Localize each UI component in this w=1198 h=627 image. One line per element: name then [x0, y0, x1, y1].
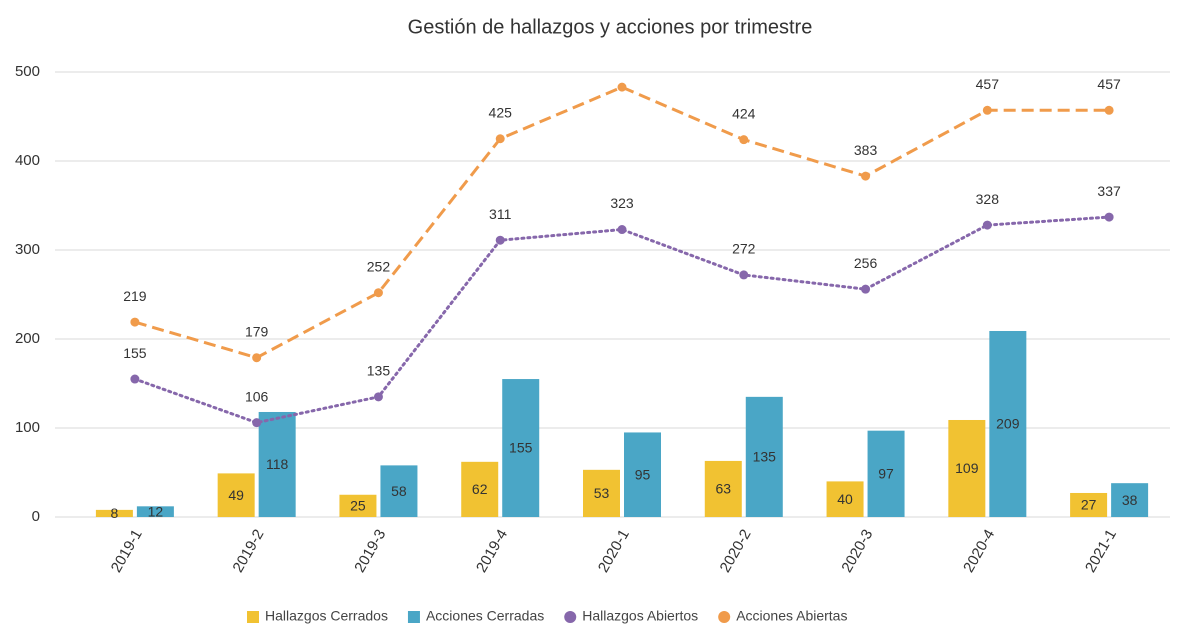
data-label: 97	[878, 466, 894, 482]
data-label: 383	[854, 142, 878, 158]
bar	[258, 411, 296, 517]
data-label: 155	[509, 440, 533, 456]
data-label: 106	[245, 388, 269, 404]
bar	[95, 509, 133, 517]
point	[252, 418, 262, 428]
bar	[502, 379, 540, 517]
bar	[339, 494, 377, 517]
legend-swatch	[718, 611, 731, 623]
point	[617, 82, 627, 92]
x-tick-label: 2021-1	[1082, 526, 1120, 575]
data-label: 155	[123, 345, 147, 361]
data-label: 424	[732, 105, 756, 121]
y-tick-label: 400	[15, 152, 40, 169]
x-tick-label: 2019-3	[351, 526, 389, 575]
x-tick-label: 2020-3	[838, 526, 876, 575]
data-label: 95	[635, 466, 651, 482]
bar	[704, 460, 742, 517]
point	[861, 171, 871, 181]
data-label: 311	[489, 206, 512, 222]
point	[982, 220, 992, 230]
data-label: 118	[266, 456, 289, 472]
x-tick-label: 2020-2	[717, 526, 755, 575]
point	[982, 105, 992, 115]
bar	[1111, 483, 1149, 517]
legend-swatch	[247, 611, 259, 623]
point	[1104, 105, 1114, 115]
point	[495, 235, 505, 245]
legend-swatch	[564, 611, 577, 623]
point	[739, 135, 749, 145]
bar	[989, 330, 1027, 517]
legend-label: Hallazgos Cerrados	[265, 608, 388, 624]
point	[373, 392, 383, 402]
point	[739, 270, 749, 280]
data-label: 62	[472, 481, 488, 497]
x-tick-label: 2019-2	[229, 526, 267, 575]
x-tick-label: 2020-1	[595, 526, 633, 575]
point	[130, 374, 140, 384]
data-label: 8	[110, 505, 118, 521]
y-tick-label: 100	[15, 419, 40, 436]
bar	[136, 506, 174, 517]
data-label: 256	[854, 255, 878, 271]
data-label: 53	[594, 485, 610, 501]
data-label: 457	[1097, 76, 1121, 92]
bar	[380, 465, 418, 517]
data-label: 272	[732, 241, 756, 257]
y-tick-label: 0	[32, 508, 40, 525]
point	[1104, 212, 1114, 222]
data-label: 40	[837, 491, 853, 507]
data-label: 63	[715, 481, 731, 497]
point	[252, 353, 262, 363]
legend-swatch	[407, 611, 420, 623]
bar	[745, 396, 783, 517]
data-label: 457	[976, 76, 1000, 92]
bar	[461, 461, 499, 517]
line	[133, 215, 1111, 425]
data-label: 337	[1097, 183, 1121, 199]
data-label: 109	[955, 460, 979, 476]
legend: Hallazgos Cerrados Acciones Cerradas Halla…	[247, 608, 847, 624]
x-tick-label: 2020-4	[960, 526, 998, 575]
data-label: 179	[245, 323, 269, 339]
legend-label: Acciones Abiertas	[736, 608, 847, 624]
y-tick-label: 200	[15, 330, 40, 347]
bar	[217, 473, 255, 517]
legend-label: Acciones Cerradas	[426, 608, 544, 624]
line	[134, 85, 1110, 360]
data-label: 328	[976, 191, 1000, 207]
bar	[583, 469, 620, 517]
bar	[826, 481, 864, 517]
data-label: 27	[1081, 497, 1097, 513]
bar	[867, 430, 905, 517]
bar	[948, 419, 986, 517]
data-label: 219	[123, 288, 147, 304]
data-label: 38	[1122, 492, 1138, 508]
point	[373, 288, 383, 298]
x-tick-label: 2019-1	[108, 526, 146, 575]
y-tick-label: 500	[15, 63, 40, 80]
point	[617, 225, 627, 235]
data-label: 25	[350, 498, 366, 514]
x-tick-label: 2019-4	[473, 526, 511, 575]
point	[495, 134, 505, 144]
data-label: 49	[228, 487, 244, 503]
data-label: 209	[996, 416, 1020, 432]
data-label: 252	[367, 258, 391, 274]
data-label: 12	[148, 503, 164, 519]
data-label: 135	[367, 363, 391, 379]
y-tick-label: 300	[15, 241, 40, 258]
data-label: 425	[489, 104, 513, 120]
chart-title: Gestión de hallazgos y acciones por trim…	[408, 16, 813, 38]
point	[130, 317, 140, 327]
data-label: 135	[753, 449, 777, 465]
legend-label: Hallazgos Abiertos	[582, 608, 698, 624]
point	[861, 284, 871, 294]
data-label: 323	[610, 195, 634, 211]
bar	[1070, 492, 1108, 517]
data-label: 58	[391, 483, 407, 499]
bar	[624, 432, 661, 517]
